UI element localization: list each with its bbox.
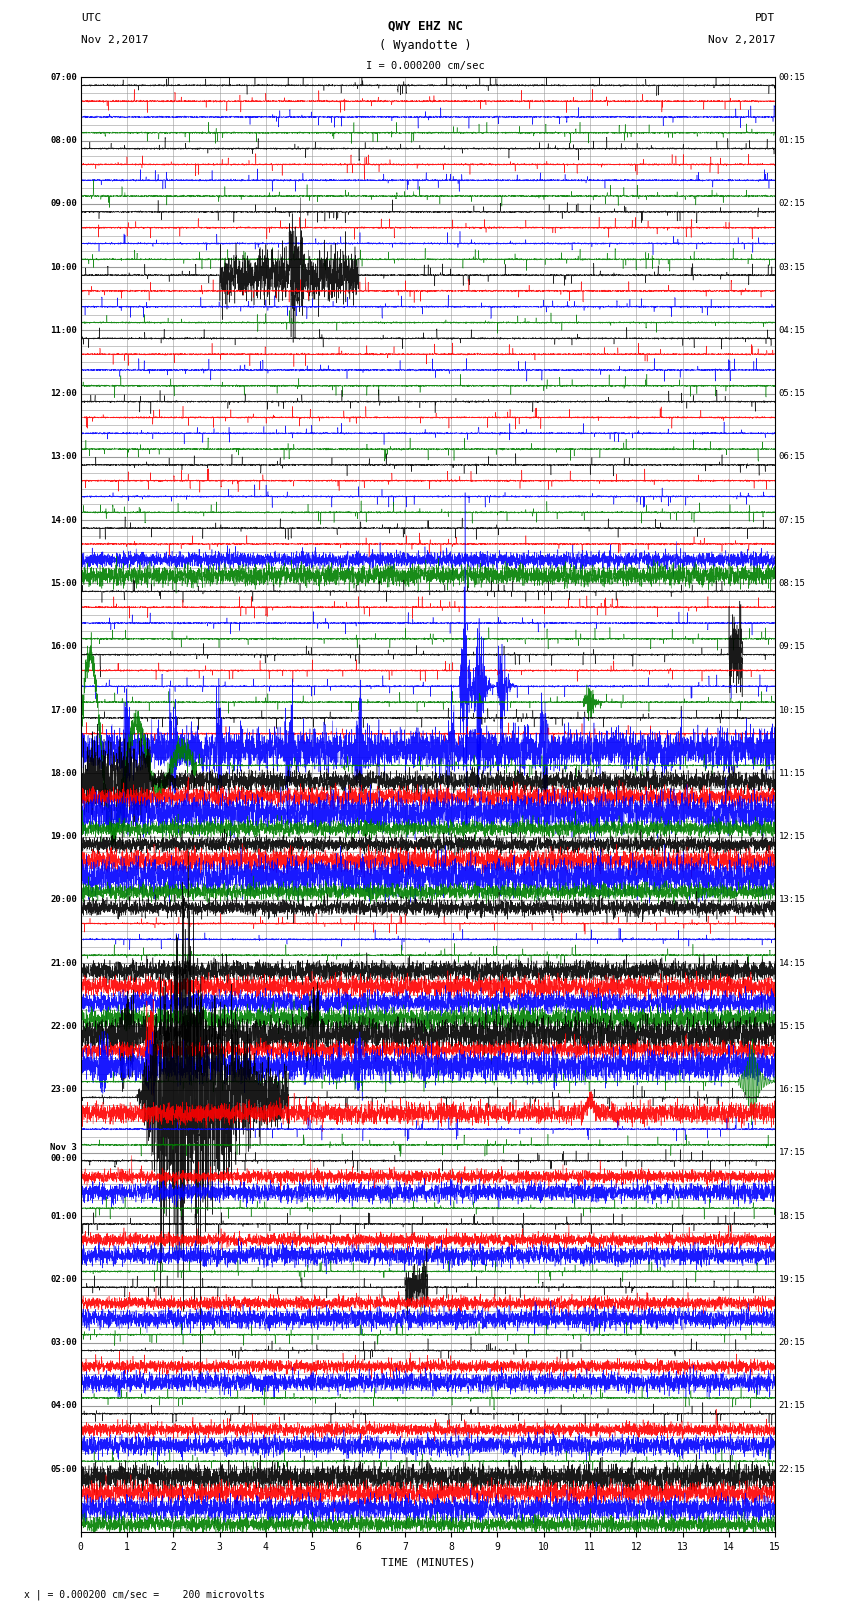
Text: 19:15: 19:15 bbox=[779, 1274, 806, 1284]
Text: 04:00: 04:00 bbox=[50, 1402, 77, 1410]
Text: 20:15: 20:15 bbox=[779, 1339, 806, 1347]
Text: 03:15: 03:15 bbox=[779, 263, 806, 271]
Text: x | = 0.000200 cm/sec =    200 microvolts: x | = 0.000200 cm/sec = 200 microvolts bbox=[24, 1589, 265, 1600]
Text: 16:00: 16:00 bbox=[50, 642, 77, 652]
Text: ( Wyandotte ): ( Wyandotte ) bbox=[379, 39, 471, 52]
Text: 16:15: 16:15 bbox=[779, 1086, 806, 1094]
Text: 14:15: 14:15 bbox=[779, 958, 806, 968]
Text: 17:15: 17:15 bbox=[779, 1148, 806, 1157]
Text: 08:00: 08:00 bbox=[50, 135, 77, 145]
Text: 09:00: 09:00 bbox=[50, 200, 77, 208]
Text: 08:15: 08:15 bbox=[779, 579, 806, 589]
Text: 15:00: 15:00 bbox=[50, 579, 77, 589]
Text: 21:00: 21:00 bbox=[50, 958, 77, 968]
Text: 13:15: 13:15 bbox=[779, 895, 806, 905]
Text: 13:00: 13:00 bbox=[50, 453, 77, 461]
Text: QWY EHZ NC: QWY EHZ NC bbox=[388, 19, 462, 32]
Text: 23:00: 23:00 bbox=[50, 1086, 77, 1094]
Text: 01:00: 01:00 bbox=[50, 1211, 77, 1221]
Text: 18:15: 18:15 bbox=[779, 1211, 806, 1221]
Text: 11:00: 11:00 bbox=[50, 326, 77, 336]
Text: 12:15: 12:15 bbox=[779, 832, 806, 840]
Text: 05:15: 05:15 bbox=[779, 389, 806, 398]
Text: 05:00: 05:00 bbox=[50, 1465, 77, 1474]
Text: 14:00: 14:00 bbox=[50, 516, 77, 524]
X-axis label: TIME (MINUTES): TIME (MINUTES) bbox=[381, 1558, 475, 1568]
Text: 20:00: 20:00 bbox=[50, 895, 77, 905]
Text: 02:00: 02:00 bbox=[50, 1274, 77, 1284]
Text: 01:15: 01:15 bbox=[779, 135, 806, 145]
Text: 15:15: 15:15 bbox=[779, 1021, 806, 1031]
Text: 00:15: 00:15 bbox=[779, 73, 806, 82]
Text: 06:15: 06:15 bbox=[779, 453, 806, 461]
Text: UTC: UTC bbox=[81, 13, 101, 23]
Text: I = 0.000200 cm/sec: I = 0.000200 cm/sec bbox=[366, 61, 484, 71]
Text: Nov 2,2017: Nov 2,2017 bbox=[708, 35, 775, 45]
Text: 11:15: 11:15 bbox=[779, 769, 806, 777]
Text: 21:15: 21:15 bbox=[779, 1402, 806, 1410]
Text: 03:00: 03:00 bbox=[50, 1339, 77, 1347]
Text: 22:00: 22:00 bbox=[50, 1021, 77, 1031]
Text: 17:00: 17:00 bbox=[50, 705, 77, 715]
Text: 07:15: 07:15 bbox=[779, 516, 806, 524]
Text: 10:15: 10:15 bbox=[779, 705, 806, 715]
Text: 09:15: 09:15 bbox=[779, 642, 806, 652]
Text: 22:15: 22:15 bbox=[779, 1465, 806, 1474]
Text: 10:00: 10:00 bbox=[50, 263, 77, 271]
Text: 04:15: 04:15 bbox=[779, 326, 806, 336]
Text: 19:00: 19:00 bbox=[50, 832, 77, 840]
Text: 02:15: 02:15 bbox=[779, 200, 806, 208]
Text: Nov 2,2017: Nov 2,2017 bbox=[81, 35, 148, 45]
Text: 18:00: 18:00 bbox=[50, 769, 77, 777]
Text: Nov 3
00:00: Nov 3 00:00 bbox=[50, 1144, 77, 1163]
Text: 12:00: 12:00 bbox=[50, 389, 77, 398]
Text: 07:00: 07:00 bbox=[50, 73, 77, 82]
Text: PDT: PDT bbox=[755, 13, 775, 23]
